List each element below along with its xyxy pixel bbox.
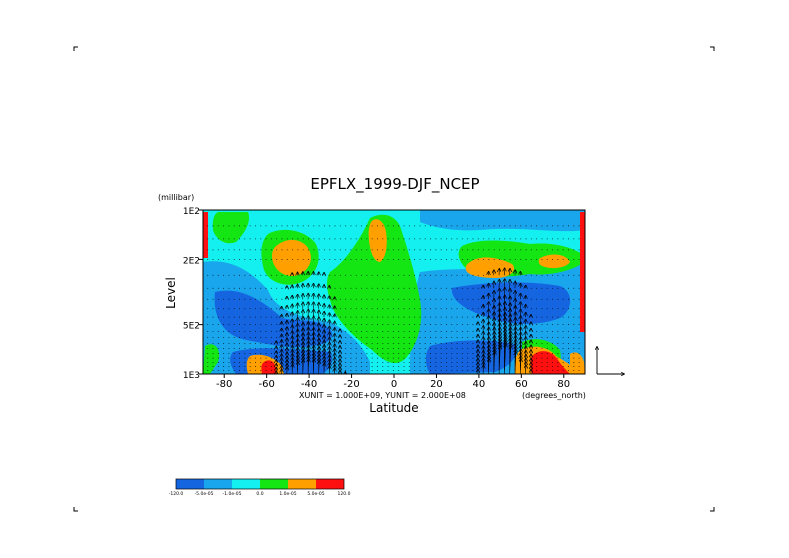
vector-arrow [308, 359, 309, 374]
legend-label: 5.0e-05 [307, 491, 324, 497]
contour-region-orange-nh [465, 257, 515, 278]
legend-label: 0.0 [256, 491, 263, 497]
legend-swatch [288, 479, 316, 489]
contour-region-red-surface-2 [261, 360, 276, 374]
vector-scale-label: XUNIT = 1.000E+09, YUNIT = 2.000E+08 [299, 391, 466, 400]
x-tick-label: -60 [258, 379, 274, 390]
contour-region-orange-nh-2 [538, 254, 570, 269]
y-tick-label: 2E2 [183, 256, 200, 266]
vector-arrow [494, 352, 495, 374]
y-tick-label: 5E2 [183, 322, 200, 332]
ep-flux-vectors [207, 210, 580, 374]
x-axis: -80 -60 -40 -20 0 20 40 60 80 [216, 374, 570, 390]
legend-frame [175, 478, 345, 490]
contour-region-green-1 [212, 212, 250, 244]
legend-label: 120.0 [338, 491, 351, 497]
x-tick-label: 40 [473, 379, 486, 390]
contour-region-red-np-edge [580, 212, 585, 332]
contour-region-sh-lower [203, 261, 370, 374]
vector-arrow [515, 352, 516, 374]
vector-arrow [510, 346, 511, 374]
corner-mark-bl [73, 507, 78, 512]
x-tick-label: 80 [557, 379, 570, 390]
legend-label: -120.0 [169, 491, 184, 497]
contour-region-red-sp-edge [203, 212, 208, 258]
x-unit-label: (degrees_north) [522, 391, 586, 400]
legend-swatch [176, 479, 204, 489]
legend-swatch [316, 479, 344, 489]
legend-swatch [232, 479, 260, 489]
contour-region-nh-top [420, 210, 585, 232]
y-unit-label: (millibar) [158, 193, 194, 202]
vector-arrow [303, 360, 304, 374]
corner-mark-tl [73, 46, 78, 51]
x-tick-label: -20 [343, 379, 359, 390]
x-tick-label: -80 [216, 379, 232, 390]
corner-mark-br [710, 507, 715, 512]
vector-arrow [499, 346, 500, 374]
y-tick-label: 1E2 [183, 207, 200, 217]
legend-label: 1.0e-05 [279, 491, 296, 497]
reference-vector [597, 347, 624, 374]
y-tick-label: 1E3 [183, 371, 200, 381]
contour-region-orange-equator [368, 219, 387, 262]
page-corner-marks [73, 46, 715, 512]
vector-arrow [520, 359, 521, 374]
y-axis-title: Level [164, 277, 178, 309]
corner-mark-tr [710, 46, 715, 51]
legend-label: -5.0e-05 [195, 491, 214, 497]
color-legend: -120.0 -5.0e-05 -1.0e-05 0.0 1.0e-05 5.0e-05 1… [169, 478, 351, 497]
contour-region-green-sp-surface [203, 344, 220, 374]
x-tick-label: 20 [430, 379, 443, 390]
vector-arrow [319, 361, 320, 374]
vector-arrow [504, 344, 505, 374]
plot-area [203, 210, 585, 374]
contour-region-green-equator [327, 214, 422, 364]
vector-arrow [488, 359, 489, 374]
chart-title: EPFLX_1999-DJF_NCEP [310, 175, 479, 194]
contour-region-red-surface-1 [530, 351, 570, 374]
y-axis: 1E2 2E2 5E2 1E3 [183, 207, 203, 381]
x-tick-label: 60 [515, 379, 528, 390]
legend-swatch [260, 479, 288, 489]
legend-swatch [204, 479, 232, 489]
x-axis-title: Latitude [369, 401, 418, 415]
x-tick-label: -40 [301, 379, 317, 390]
x-tick-label: 0 [391, 379, 397, 390]
legend-label: -1.0e-05 [223, 491, 242, 497]
vector-arrow [313, 359, 314, 374]
contour-region-orange-sh [272, 239, 311, 276]
